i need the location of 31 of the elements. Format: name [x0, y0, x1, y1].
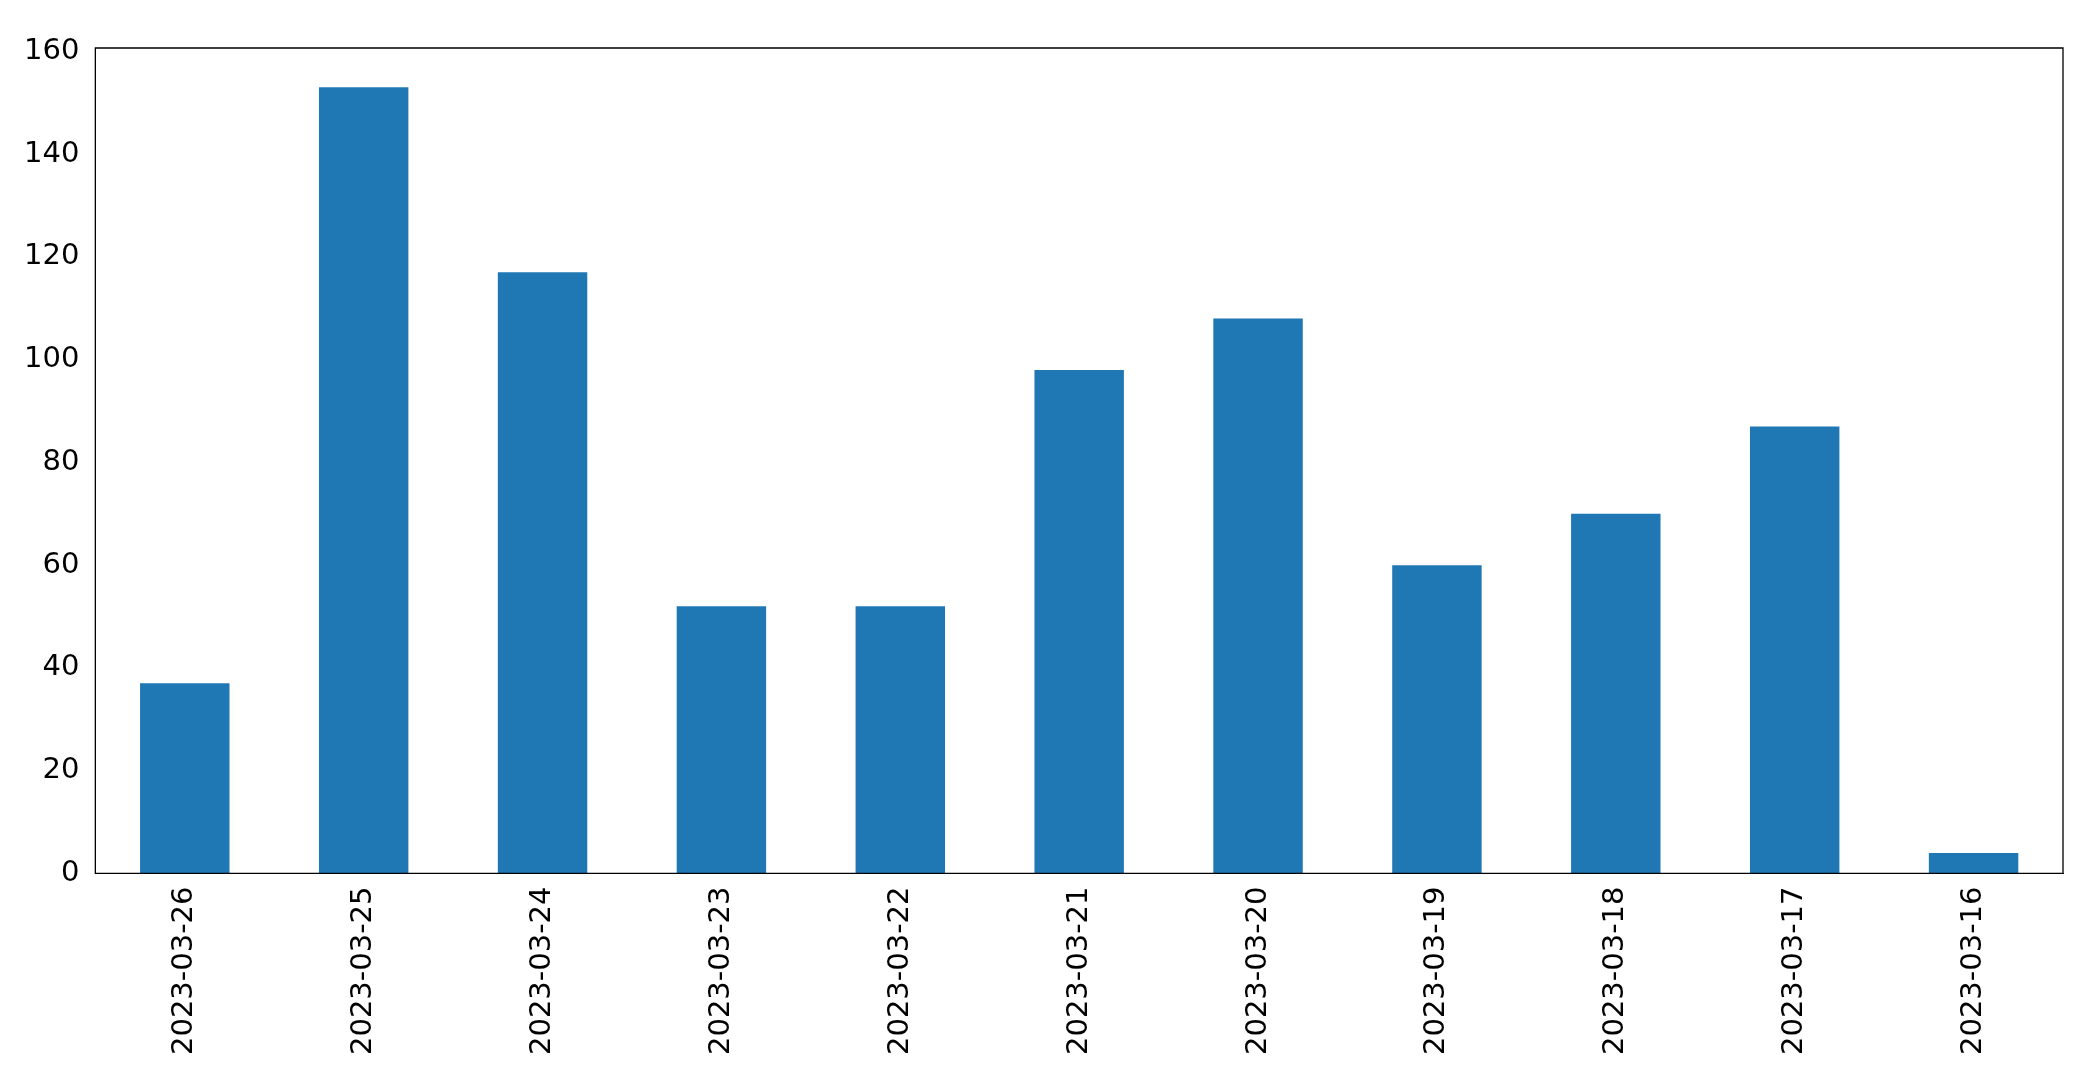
- y-tick-label: 160: [23, 31, 80, 66]
- x-tick-label: 2023-03-25: [344, 886, 379, 1056]
- bar: [1571, 513, 1661, 874]
- x-tick-label: 2023-03-18: [1596, 886, 1631, 1056]
- x-tick-label: 2023-03-23: [701, 886, 736, 1056]
- y-tick-label: 60: [42, 545, 80, 580]
- bar: [1928, 852, 2019, 874]
- y-tick-label: 40: [42, 648, 80, 683]
- bar: [1392, 565, 1482, 874]
- x-tick-label: 2023-03-20: [1238, 886, 1273, 1056]
- y-tick-label: 140: [23, 134, 80, 169]
- y-tick-label: 100: [23, 340, 80, 375]
- bar: [497, 272, 588, 874]
- bar: [1034, 369, 1124, 874]
- y-tick-label: 20: [42, 751, 80, 786]
- y-tick-label: 0: [60, 854, 80, 888]
- x-tick-label: 2023-03-16: [1954, 886, 1989, 1056]
- x-tick-label: 2023-03-19: [1417, 886, 1452, 1056]
- x-tick-label: 2023-03-21: [1059, 886, 1094, 1056]
- bar: [676, 606, 767, 874]
- x-tick-label: 2023-03-26: [165, 886, 200, 1056]
- bar: [1213, 318, 1303, 874]
- bar: [1749, 426, 1840, 874]
- x-tick-label: 2023-03-22: [880, 886, 915, 1056]
- y-tick-label: 120: [23, 237, 80, 272]
- bar: [855, 606, 946, 874]
- x-tick-label: 2023-03-24: [523, 886, 558, 1056]
- bar: [318, 87, 409, 874]
- y-tick-label: 80: [42, 442, 80, 477]
- x-tick-label: 2023-03-17: [1775, 886, 1810, 1056]
- bar: [140, 683, 230, 874]
